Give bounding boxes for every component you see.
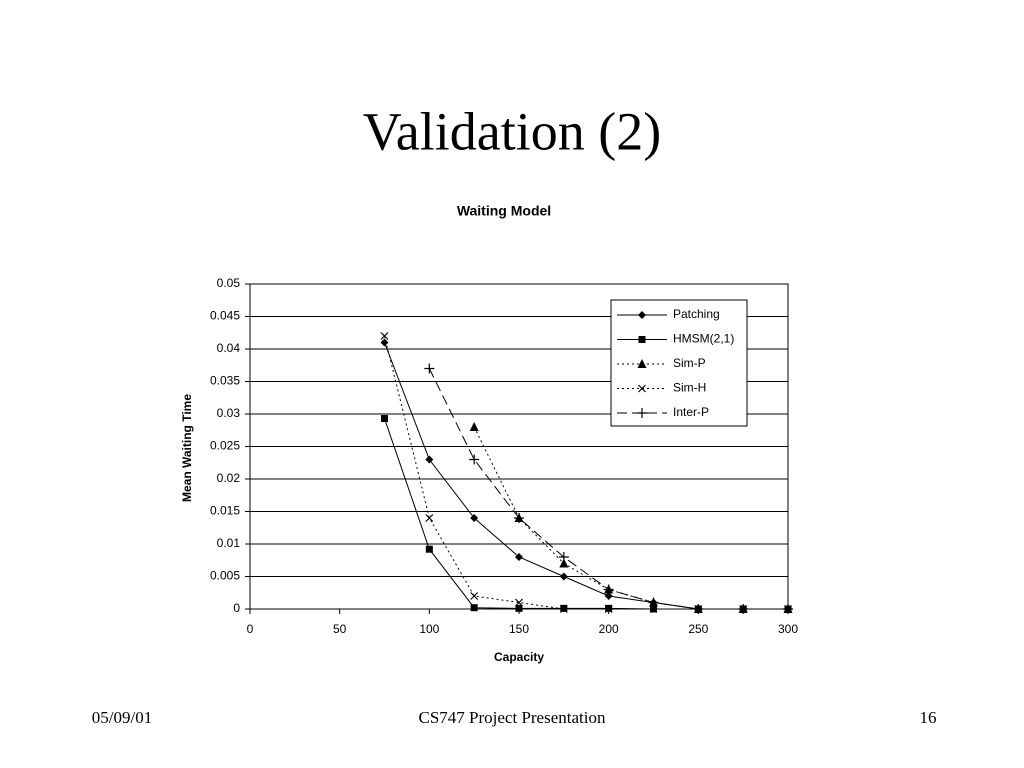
marker bbox=[515, 598, 523, 607]
series-line bbox=[384, 418, 788, 609]
marker bbox=[559, 572, 568, 581]
chart-title: Waiting Model bbox=[457, 203, 551, 219]
y-tick-label: 0.025 bbox=[210, 439, 240, 453]
x-tick-label: 150 bbox=[509, 622, 529, 636]
x-axis-label: Capacity bbox=[494, 650, 544, 664]
x-tick-label: 250 bbox=[688, 622, 708, 636]
legend-label: Sim-H bbox=[673, 381, 706, 395]
marker bbox=[558, 552, 569, 562]
marker bbox=[648, 597, 659, 608]
marker bbox=[515, 604, 523, 612]
marker bbox=[515, 553, 523, 561]
marker bbox=[638, 311, 646, 319]
marker bbox=[425, 514, 434, 522]
x-tick-label: 200 bbox=[599, 622, 619, 636]
marker bbox=[470, 592, 479, 600]
marker bbox=[514, 513, 524, 523]
x-tick-label: 300 bbox=[778, 622, 798, 636]
y-tick-label: 0.045 bbox=[210, 309, 240, 323]
marker bbox=[469, 422, 479, 431]
marker bbox=[637, 408, 647, 418]
legend: Patching HMSM(2,1) Sim-P Sim-H Inter-P bbox=[610, 299, 748, 427]
plot-frame bbox=[249, 283, 789, 610]
y-tick-label: 0.015 bbox=[210, 504, 240, 518]
series-line bbox=[473, 426, 788, 609]
marker bbox=[425, 545, 433, 553]
y-tick-label: 0.035 bbox=[210, 374, 240, 388]
y-tick-label: 0.04 bbox=[217, 341, 241, 355]
marker bbox=[603, 584, 614, 595]
marker bbox=[638, 384, 646, 393]
y-tick-label: 0.05 bbox=[217, 276, 241, 290]
marker bbox=[469, 454, 480, 465]
footer-date: 05/09/01 bbox=[92, 708, 152, 727]
marker bbox=[380, 332, 389, 340]
y-tick-label: 0 bbox=[233, 601, 240, 615]
x-tick-label: 0 bbox=[247, 622, 254, 636]
marker bbox=[637, 359, 647, 368]
legend-label: Patching bbox=[673, 307, 720, 321]
marker bbox=[470, 604, 478, 612]
legend-label: Sim-P bbox=[673, 356, 706, 370]
x-tick-label: 100 bbox=[419, 622, 439, 636]
y-tick-label: 0.03 bbox=[217, 406, 241, 420]
y-tick-label: 0.02 bbox=[217, 471, 241, 485]
marker bbox=[424, 363, 435, 374]
slide-title: Validation (2) bbox=[363, 101, 661, 161]
x-tick-label: 50 bbox=[333, 622, 347, 636]
marker bbox=[380, 338, 389, 347]
series-line bbox=[384, 342, 788, 609]
marker bbox=[604, 592, 613, 600]
marker bbox=[425, 455, 434, 464]
y-tick-label: 0.005 bbox=[210, 569, 240, 583]
legend-box bbox=[610, 299, 748, 427]
legend-label: HMSM(2,1) bbox=[673, 332, 734, 346]
y-tick-label: 0.01 bbox=[217, 536, 241, 550]
marker bbox=[470, 514, 479, 522]
marker bbox=[638, 336, 646, 343]
footer-title: CS747 Project Presentation bbox=[419, 708, 606, 727]
footer-page: 16 bbox=[920, 708, 937, 727]
y-axis-label: Mean Waiting Time bbox=[180, 394, 194, 502]
marker bbox=[559, 558, 569, 568]
legend-label: Inter-P bbox=[673, 405, 709, 419]
marker bbox=[381, 415, 388, 423]
